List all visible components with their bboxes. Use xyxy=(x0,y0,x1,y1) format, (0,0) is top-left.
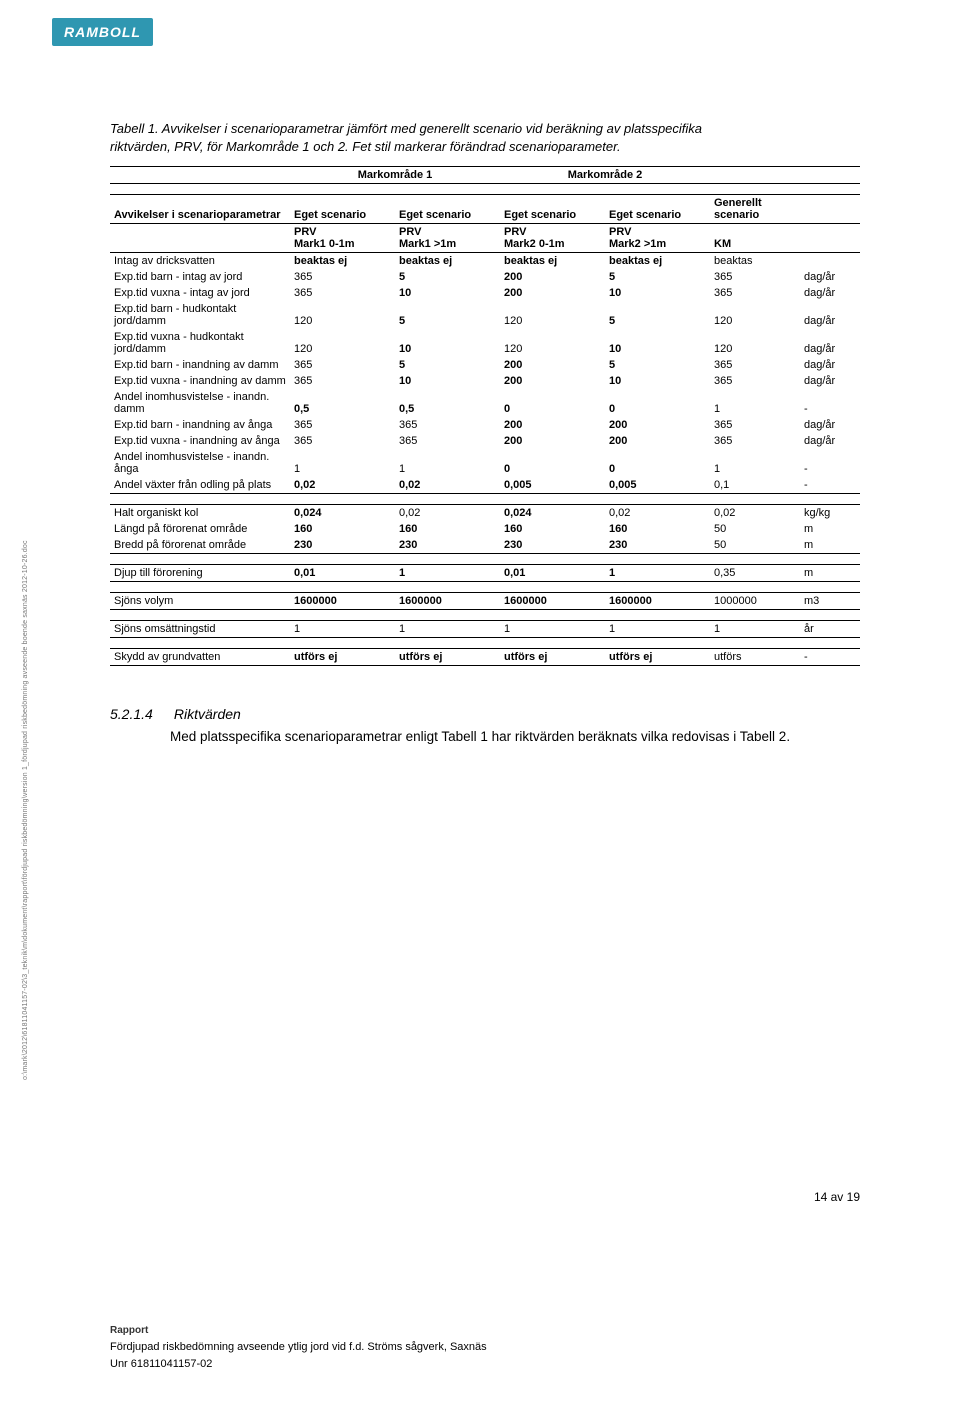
scenario-table: Markområde 1Markområde 2Avvikelser i sce… xyxy=(110,166,860,666)
section-heading: 5.2.1.4 Riktvärden xyxy=(110,706,860,722)
footer: Rapport Fördjupad riskbedömning avseende… xyxy=(110,1323,487,1374)
table-caption: Tabell 1. Avvikelser i scenarioparametra… xyxy=(110,120,760,156)
footer-title: Fördjupad riskbedömning avseende ytlig j… xyxy=(110,1339,487,1357)
section-title: Riktvärden xyxy=(174,706,241,722)
content: Tabell 1. Avvikelser i scenarioparametra… xyxy=(110,120,860,747)
side-filepath: o:\mark\2012\61811041157-02\3_teknik\m\d… xyxy=(22,540,29,1080)
page: RAMBOLL o:\mark\2012\61811041157-02\3_te… xyxy=(0,0,960,1404)
section-body: Med platsspecifika scenarioparametrar en… xyxy=(170,728,810,747)
page-number: 14 av 19 xyxy=(814,1190,860,1204)
section-number: 5.2.1.4 xyxy=(110,706,170,722)
footer-rapport: Rapport xyxy=(110,1323,487,1339)
footer-unr: Unr 61811041157-02 xyxy=(110,1356,487,1374)
logo-ramboll: RAMBOLL xyxy=(52,18,153,46)
